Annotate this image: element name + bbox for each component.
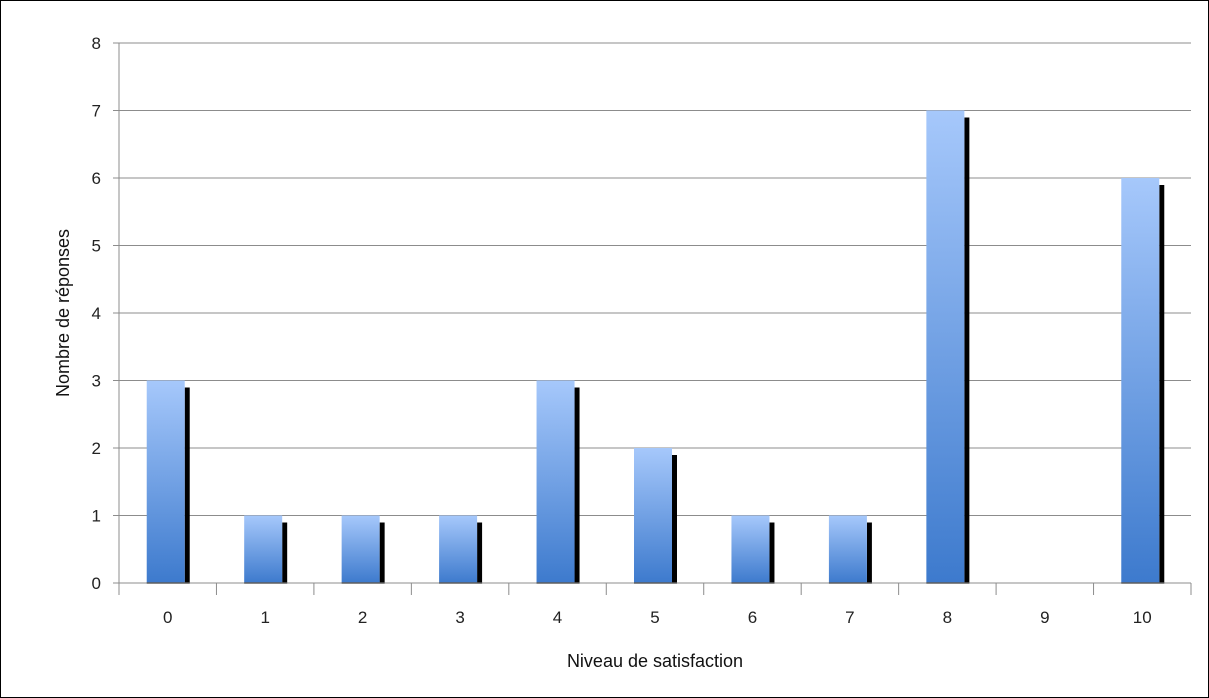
bar-5: [634, 448, 672, 583]
axes: [113, 43, 1192, 595]
bar-shadow: [282, 522, 288, 583]
x-tick-label: 6: [748, 608, 757, 627]
bar-0: [146, 380, 185, 583]
y-tick-label: 5: [92, 237, 101, 256]
bar-shadow: [574, 387, 580, 583]
x-tick-label: 5: [650, 608, 659, 627]
x-tick-label: 7: [845, 608, 854, 627]
bar-8: [926, 110, 965, 583]
y-tick-label: 3: [92, 372, 101, 391]
bar-3: [439, 515, 478, 583]
bar-4: [536, 380, 575, 583]
bar-10: [1121, 178, 1160, 583]
bar-shadow: [672, 455, 677, 583]
x-tick-label: 4: [553, 608, 562, 627]
bars: [146, 110, 1165, 584]
y-tick-label: 4: [92, 304, 101, 323]
x-tick-label: 9: [1040, 608, 1049, 627]
bar-shadow: [866, 522, 872, 583]
x-axis-title: Niveau de satisfaction: [567, 651, 743, 671]
bar-shadow: [769, 522, 775, 583]
y-tick-label: 6: [92, 169, 101, 188]
bar-shadow: [379, 522, 385, 583]
bar-2: [341, 515, 380, 583]
x-tick-label: 8: [943, 608, 952, 627]
y-tick-label: 7: [92, 102, 101, 121]
x-tick-label: 10: [1133, 608, 1152, 627]
bar-shadow: [1159, 185, 1165, 583]
x-tick-label: 3: [455, 608, 464, 627]
x-tick-labels: 0 1 2 3 4 5 6 7 8 9 10: [163, 608, 1152, 627]
y-tick-label: 1: [92, 507, 101, 526]
x-tick-label: 2: [358, 608, 367, 627]
x-tick-label: 1: [260, 608, 269, 627]
bar-shadow: [964, 117, 970, 583]
y-tick-label: 2: [92, 439, 101, 458]
y-tick-label: 8: [92, 34, 101, 53]
bar-7: [828, 515, 867, 583]
x-tick-label: 0: [163, 608, 172, 627]
y-tick-labels: 0 1 2 3 4 5 6 7 8: [92, 34, 101, 593]
gridlines: [113, 42, 1191, 516]
y-axis-title: Nombre de réponses: [53, 229, 73, 397]
bar-6: [731, 515, 770, 583]
y-tick-label: 0: [92, 574, 101, 593]
bar-shadow: [477, 522, 483, 583]
bar-shadow: [184, 387, 190, 583]
bar-1: [244, 515, 283, 583]
